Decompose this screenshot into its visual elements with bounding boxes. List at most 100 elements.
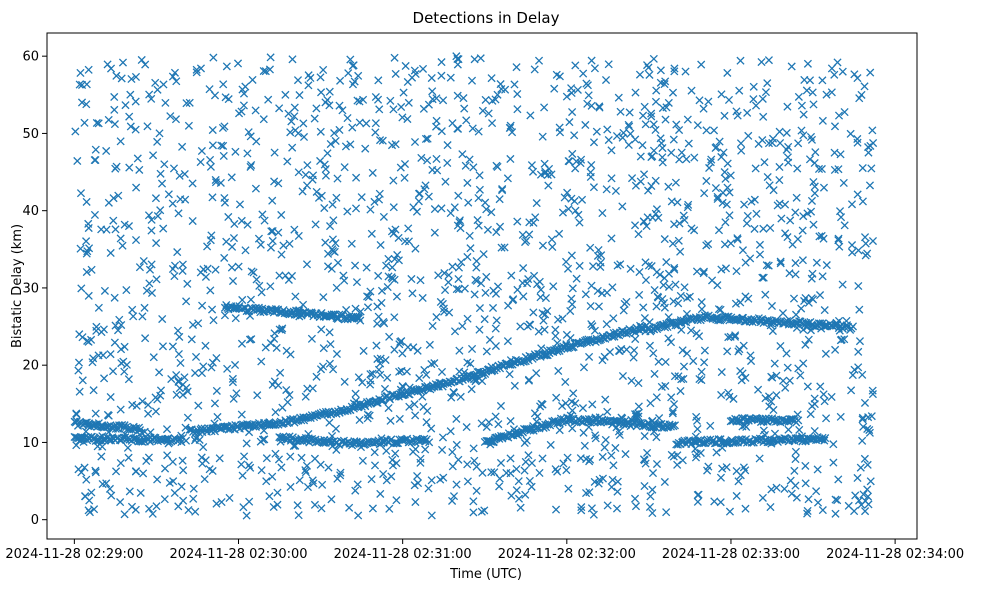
data-point (77, 98, 87, 107)
data-point (468, 124, 477, 133)
data-point (302, 461, 312, 470)
data-point (333, 174, 342, 183)
data-point (664, 182, 673, 191)
data-point (370, 461, 380, 470)
data-point (268, 380, 277, 389)
data-point (379, 212, 388, 221)
data-point (395, 414, 404, 423)
data-point (277, 326, 286, 335)
data-point (463, 460, 472, 469)
data-point (540, 103, 549, 112)
data-point (672, 120, 681, 129)
data-point (736, 139, 746, 148)
data-point (495, 482, 504, 491)
data-point (437, 71, 446, 80)
data-point (716, 305, 725, 314)
data-point (359, 346, 368, 355)
data-point (225, 493, 234, 502)
data-point (497, 84, 506, 94)
data-point (815, 291, 825, 300)
data-point (445, 308, 454, 317)
data-point (84, 291, 93, 300)
data-point (527, 482, 536, 491)
data-point (446, 209, 455, 218)
data-point (601, 75, 611, 85)
data-point (671, 280, 680, 289)
data-point (738, 314, 747, 323)
data-point (382, 261, 391, 270)
data-point (144, 504, 154, 513)
data-point (144, 453, 153, 462)
data-point (312, 372, 321, 381)
data-point (770, 359, 779, 368)
data-point (866, 68, 875, 77)
data-point (525, 476, 534, 485)
data-point (647, 181, 656, 191)
data-point (741, 504, 750, 513)
data-point (124, 453, 133, 462)
data-point (716, 473, 726, 482)
data-point (820, 306, 829, 315)
data-point (564, 204, 573, 214)
data-point (386, 96, 395, 105)
data-point (732, 466, 741, 476)
data-point (474, 127, 483, 136)
data-point (198, 301, 207, 310)
data-point (866, 477, 875, 486)
data-point (336, 468, 345, 477)
data-point (168, 342, 177, 351)
data-point (791, 208, 800, 217)
data-point (835, 207, 845, 216)
data-point (366, 370, 375, 379)
data-point (241, 246, 250, 255)
data-point (790, 466, 799, 475)
data-point (411, 411, 420, 420)
data-point (503, 174, 512, 183)
data-point (326, 222, 335, 231)
data-point (581, 290, 590, 299)
data-point (290, 225, 299, 234)
data-point (90, 156, 99, 165)
data-point (738, 246, 748, 255)
data-point (667, 148, 676, 157)
data-point (298, 187, 307, 196)
data-point (561, 399, 570, 408)
data-point (652, 459, 662, 469)
data-point (109, 216, 118, 225)
data-point (343, 113, 352, 123)
data-point (766, 319, 776, 328)
data-point (147, 260, 156, 269)
data-point (106, 392, 115, 402)
data-point (381, 355, 390, 365)
data-point (752, 209, 761, 218)
data-point (657, 139, 666, 148)
data-point (553, 467, 562, 476)
data-point (670, 220, 679, 229)
data-point (854, 281, 863, 291)
data-point (609, 314, 618, 323)
data-point (247, 335, 256, 344)
data-point (325, 359, 334, 368)
data-point (717, 152, 726, 162)
data-point (213, 412, 222, 422)
data-point (834, 234, 843, 243)
data-point (104, 115, 113, 124)
data-point (590, 326, 599, 335)
data-point (266, 243, 276, 252)
data-point (351, 304, 360, 313)
data-point (270, 177, 279, 186)
data-point (286, 452, 295, 461)
data-point (487, 362, 496, 371)
data-point (105, 484, 114, 493)
data-point (137, 55, 146, 65)
data-point (551, 505, 561, 514)
data-point (310, 454, 319, 463)
data-point (731, 299, 740, 308)
data-point (641, 276, 651, 285)
data-point (697, 367, 706, 376)
data-point (388, 461, 398, 470)
data-point (755, 454, 764, 463)
data-point (732, 267, 741, 276)
data-point (734, 477, 743, 486)
